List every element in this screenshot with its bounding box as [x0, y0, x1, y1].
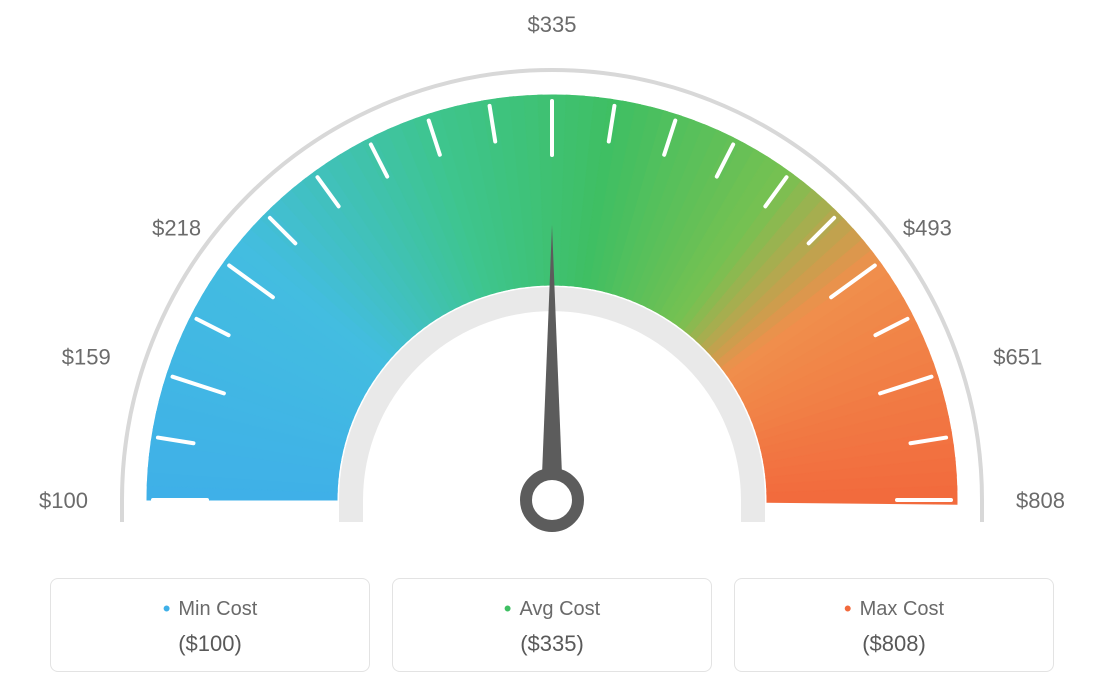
gauge-chart: $100 $159 $218 $335 $493 $651 $808 [0, 0, 1104, 560]
needle-hub [526, 474, 578, 526]
tick-label: $493 [903, 215, 952, 240]
legend-max-label: Max Cost [735, 595, 1053, 621]
legend-min-value: ($100) [51, 631, 369, 657]
tick-label: $218 [152, 215, 201, 240]
legend-min-label: Min Cost [51, 595, 369, 621]
tick-label: $100 [39, 488, 88, 513]
tick-label: $335 [528, 12, 577, 37]
legend-avg-value: ($335) [393, 631, 711, 657]
legend-row: Min Cost ($100) Avg Cost ($335) Max Cost… [0, 578, 1104, 672]
legend-card-max: Max Cost ($808) [734, 578, 1054, 672]
legend-max-value: ($808) [735, 631, 1053, 657]
legend-avg-label: Avg Cost [393, 595, 711, 621]
legend-card-min: Min Cost ($100) [50, 578, 370, 672]
tick-label: $651 [993, 345, 1042, 370]
tick-label: $159 [62, 345, 111, 370]
tick-label: $808 [1016, 488, 1065, 513]
legend-card-avg: Avg Cost ($335) [392, 578, 712, 672]
gauge-svg: $100 $159 $218 $335 $493 $651 $808 [0, 0, 1104, 560]
